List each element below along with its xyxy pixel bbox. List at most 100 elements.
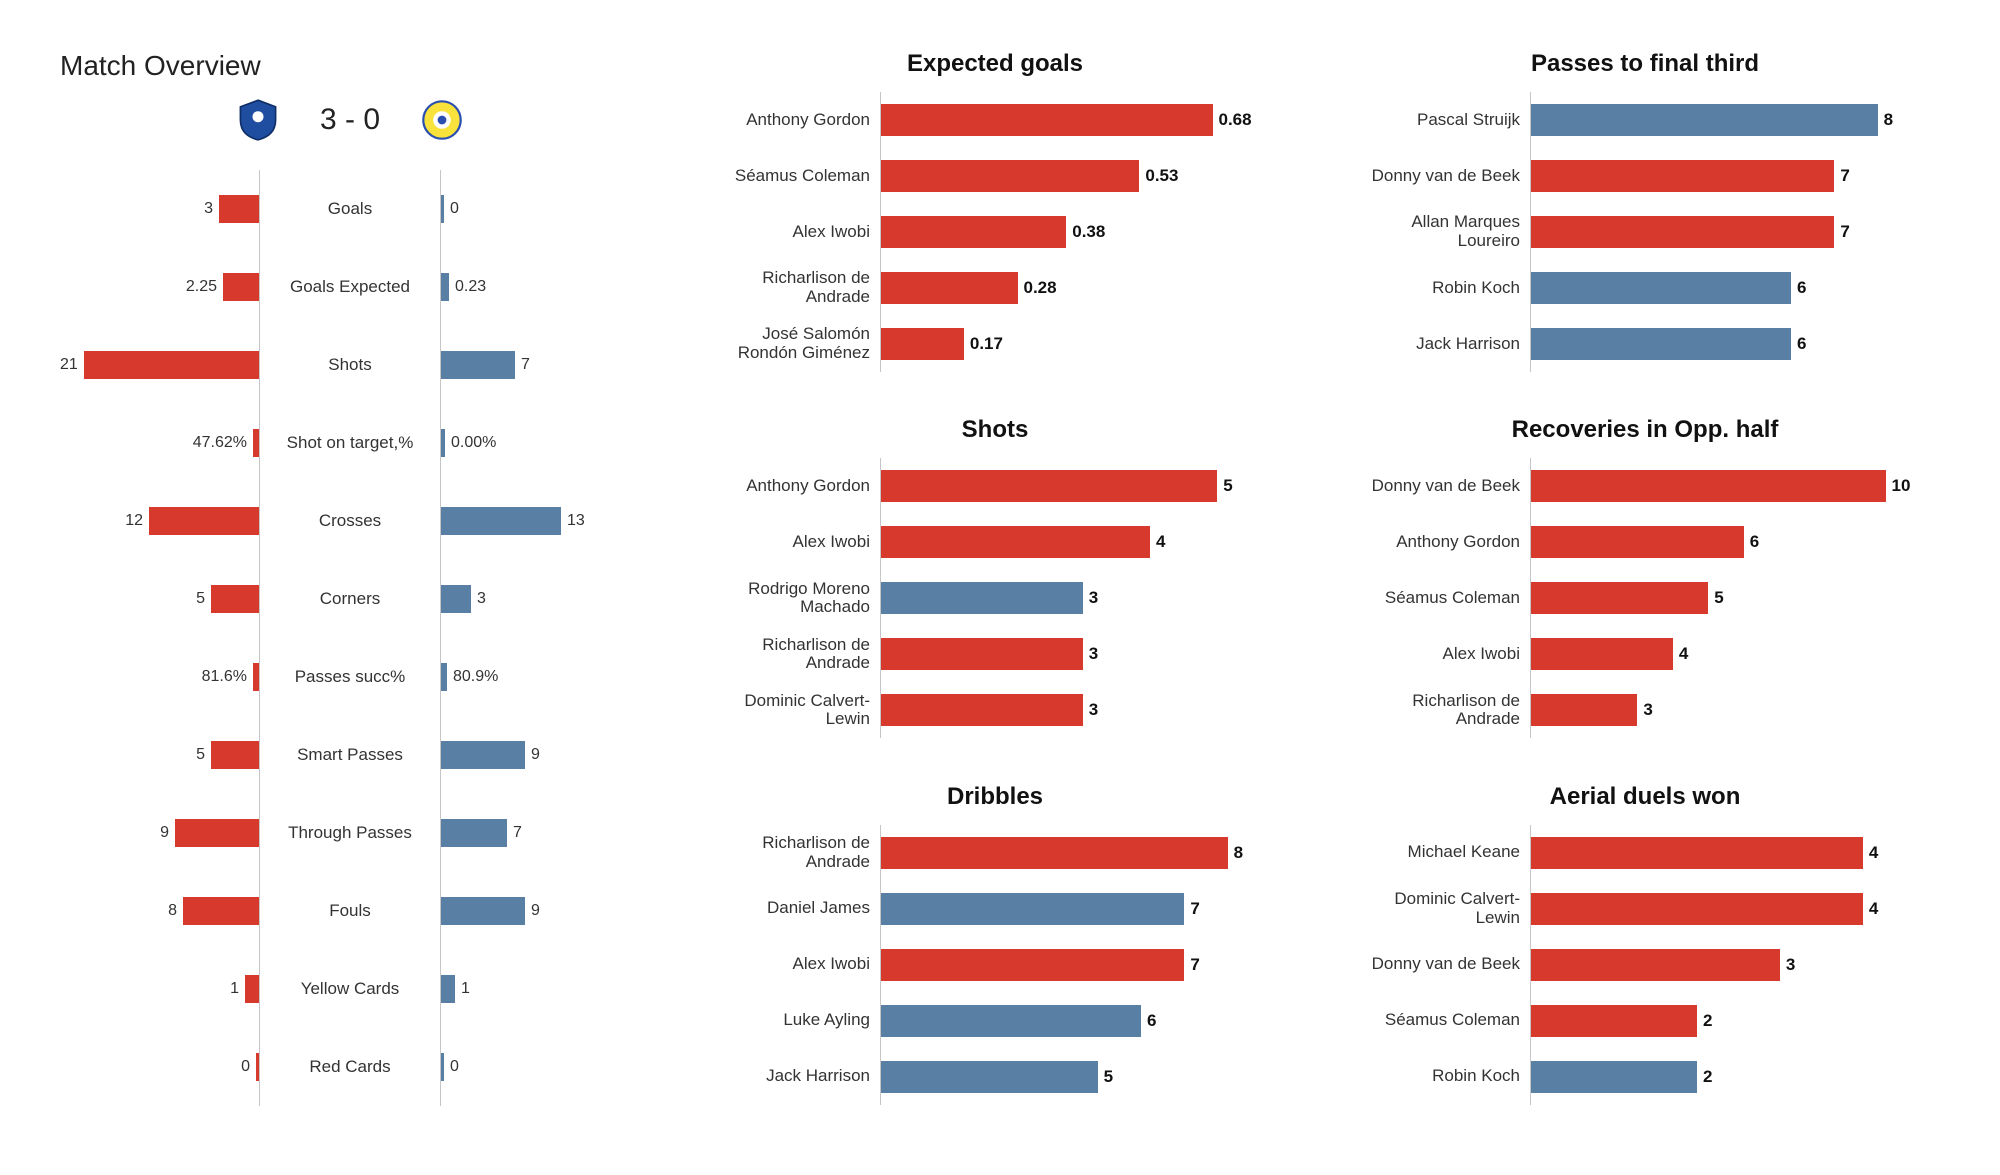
player-name: Alex Iwobi: [1350, 645, 1530, 664]
panel-title: Shots: [700, 416, 1290, 444]
panel-row: Robin Koch2: [1350, 1049, 1940, 1105]
overview-away-value: 9: [531, 902, 540, 920]
player-name: Anthony Gordon: [1350, 533, 1530, 552]
panel-row: Michael Keane4: [1350, 825, 1940, 881]
overview-row: 0Red Cards0: [60, 1028, 640, 1106]
stat-value: 3: [1089, 588, 1098, 608]
player-name: Michael Keane: [1350, 843, 1530, 862]
overview-home-value: 1: [230, 980, 239, 998]
score-text: 3 - 0: [320, 103, 380, 137]
overview-stat-label: Yellow Cards: [260, 979, 440, 999]
overview-home-value: 3: [204, 200, 213, 218]
overview-home-bar: [211, 741, 259, 769]
overview-away-value: 7: [513, 824, 522, 842]
stat-bar: [1531, 1005, 1697, 1037]
panel-title: Expected goals: [700, 50, 1290, 78]
overview-away-value: 9: [531, 746, 540, 764]
overview-stat-label: Corners: [260, 589, 440, 609]
stat-bar: [1531, 893, 1863, 925]
overview-away-value: 80.9%: [453, 668, 498, 686]
stat-value: 5: [1714, 588, 1723, 608]
overview-home-bar: [211, 585, 259, 613]
bar-track: 0.17: [880, 316, 1290, 372]
stat-bar: [881, 638, 1083, 670]
stat-bar: [1531, 104, 1878, 136]
player-name: Jack Harrison: [700, 1067, 880, 1086]
bar-track: 0.28: [880, 260, 1290, 316]
overview-away-bar: [441, 195, 444, 223]
player-name: Donny van de Beek: [1350, 167, 1530, 186]
player-name: Alex Iwobi: [700, 533, 880, 552]
stat-bar: [881, 949, 1184, 981]
bar-track: 3: [1530, 682, 1940, 738]
overview-stat-label: Goals: [260, 199, 440, 219]
overview-home-value: 5: [196, 746, 205, 764]
score-row: 3 - 0: [60, 98, 640, 142]
panel-row: Séamus Coleman5: [1350, 570, 1940, 626]
bar-track: 5: [880, 458, 1290, 514]
stat-value: 7: [1840, 222, 1849, 242]
overview-away-bar: [441, 351, 515, 379]
panel-row: Dominic Calvert-Lewin3: [700, 682, 1290, 738]
bar-track: 7: [1530, 204, 1940, 260]
stat-value: 3: [1643, 700, 1652, 720]
stat-bar: [1531, 526, 1744, 558]
overview-away-bar: [441, 1053, 444, 1081]
overview-stat-label: Shots: [260, 355, 440, 375]
bar-track: 7: [880, 881, 1290, 937]
stat-value: 7: [1190, 899, 1199, 919]
overview-stat-label: Smart Passes: [260, 745, 440, 765]
overview-row: 2.25Goals Expected0.23: [60, 248, 640, 326]
overview-stat-label: Fouls: [260, 901, 440, 921]
panel-title: Recoveries in Opp. half: [1350, 416, 1940, 444]
stat-value: 0.53: [1145, 166, 1178, 186]
overview-away-value: 3: [477, 590, 486, 608]
overview-away-bar: [441, 663, 447, 691]
panel-row: Anthony Gordon5: [700, 458, 1290, 514]
stat-value: 0.28: [1024, 278, 1057, 298]
panel-row: Richarlison de Andrade0.28: [700, 260, 1290, 316]
overview-home-value: 5: [196, 590, 205, 608]
player-name: Donny van de Beek: [1350, 955, 1530, 974]
home-crest-icon: [236, 98, 280, 142]
overview-rows: 3Goals02.25Goals Expected0.2321Shots747.…: [60, 170, 640, 1106]
overview-home-bar: [175, 819, 259, 847]
stat-bar: [1531, 272, 1791, 304]
overview-away-bar: [441, 273, 449, 301]
stat-value: 5: [1223, 476, 1232, 496]
stat-value: 8: [1884, 110, 1893, 130]
panel-row: Alex Iwobi7: [700, 937, 1290, 993]
stat-value: 7: [1840, 166, 1849, 186]
stat-bar: [881, 160, 1139, 192]
overview-away-value: 0.00%: [451, 434, 496, 452]
stat-value: 5: [1104, 1067, 1113, 1087]
stat-value: 4: [1156, 532, 1165, 552]
panel-row: Allan Marques Loureiro7: [1350, 204, 1940, 260]
bar-track: 3: [880, 626, 1290, 682]
bar-track: 0.38: [880, 204, 1290, 260]
panel-row: Alex Iwobi 4: [700, 514, 1290, 570]
bar-track: 8: [880, 825, 1290, 881]
overview-stat-label: Red Cards: [260, 1057, 440, 1077]
overview-away-bar: [441, 741, 525, 769]
overview-home-value: 47.62%: [193, 434, 247, 452]
overview-home-bar: [256, 1053, 259, 1081]
player-name: Daniel James: [700, 899, 880, 918]
player-name: Alex Iwobi: [700, 223, 880, 242]
panel-row: Anthony Gordon0.68: [700, 92, 1290, 148]
stat-value: 10: [1892, 476, 1911, 496]
bar-track: 0.68: [880, 92, 1290, 148]
overview-stat-label: Goals Expected: [260, 277, 440, 297]
overview-home-bar: [253, 429, 259, 457]
overview-row: 8Fouls9: [60, 872, 640, 950]
stat-bar: [1531, 949, 1780, 981]
overview-away-bar: [441, 429, 445, 457]
stat-bar: [881, 104, 1213, 136]
panel-row: Richarlison de Andrade3: [1350, 682, 1940, 738]
overview-home-bar: [183, 897, 259, 925]
overview-stat-label: Passes succ%: [260, 667, 440, 687]
stat-panel: Expected goalsAnthony Gordon0.68Séamus C…: [700, 50, 1290, 392]
overview-away-value: 7: [521, 356, 530, 374]
overview-away-bar: [441, 897, 525, 925]
panel-row: Pascal Struijk8: [1350, 92, 1940, 148]
